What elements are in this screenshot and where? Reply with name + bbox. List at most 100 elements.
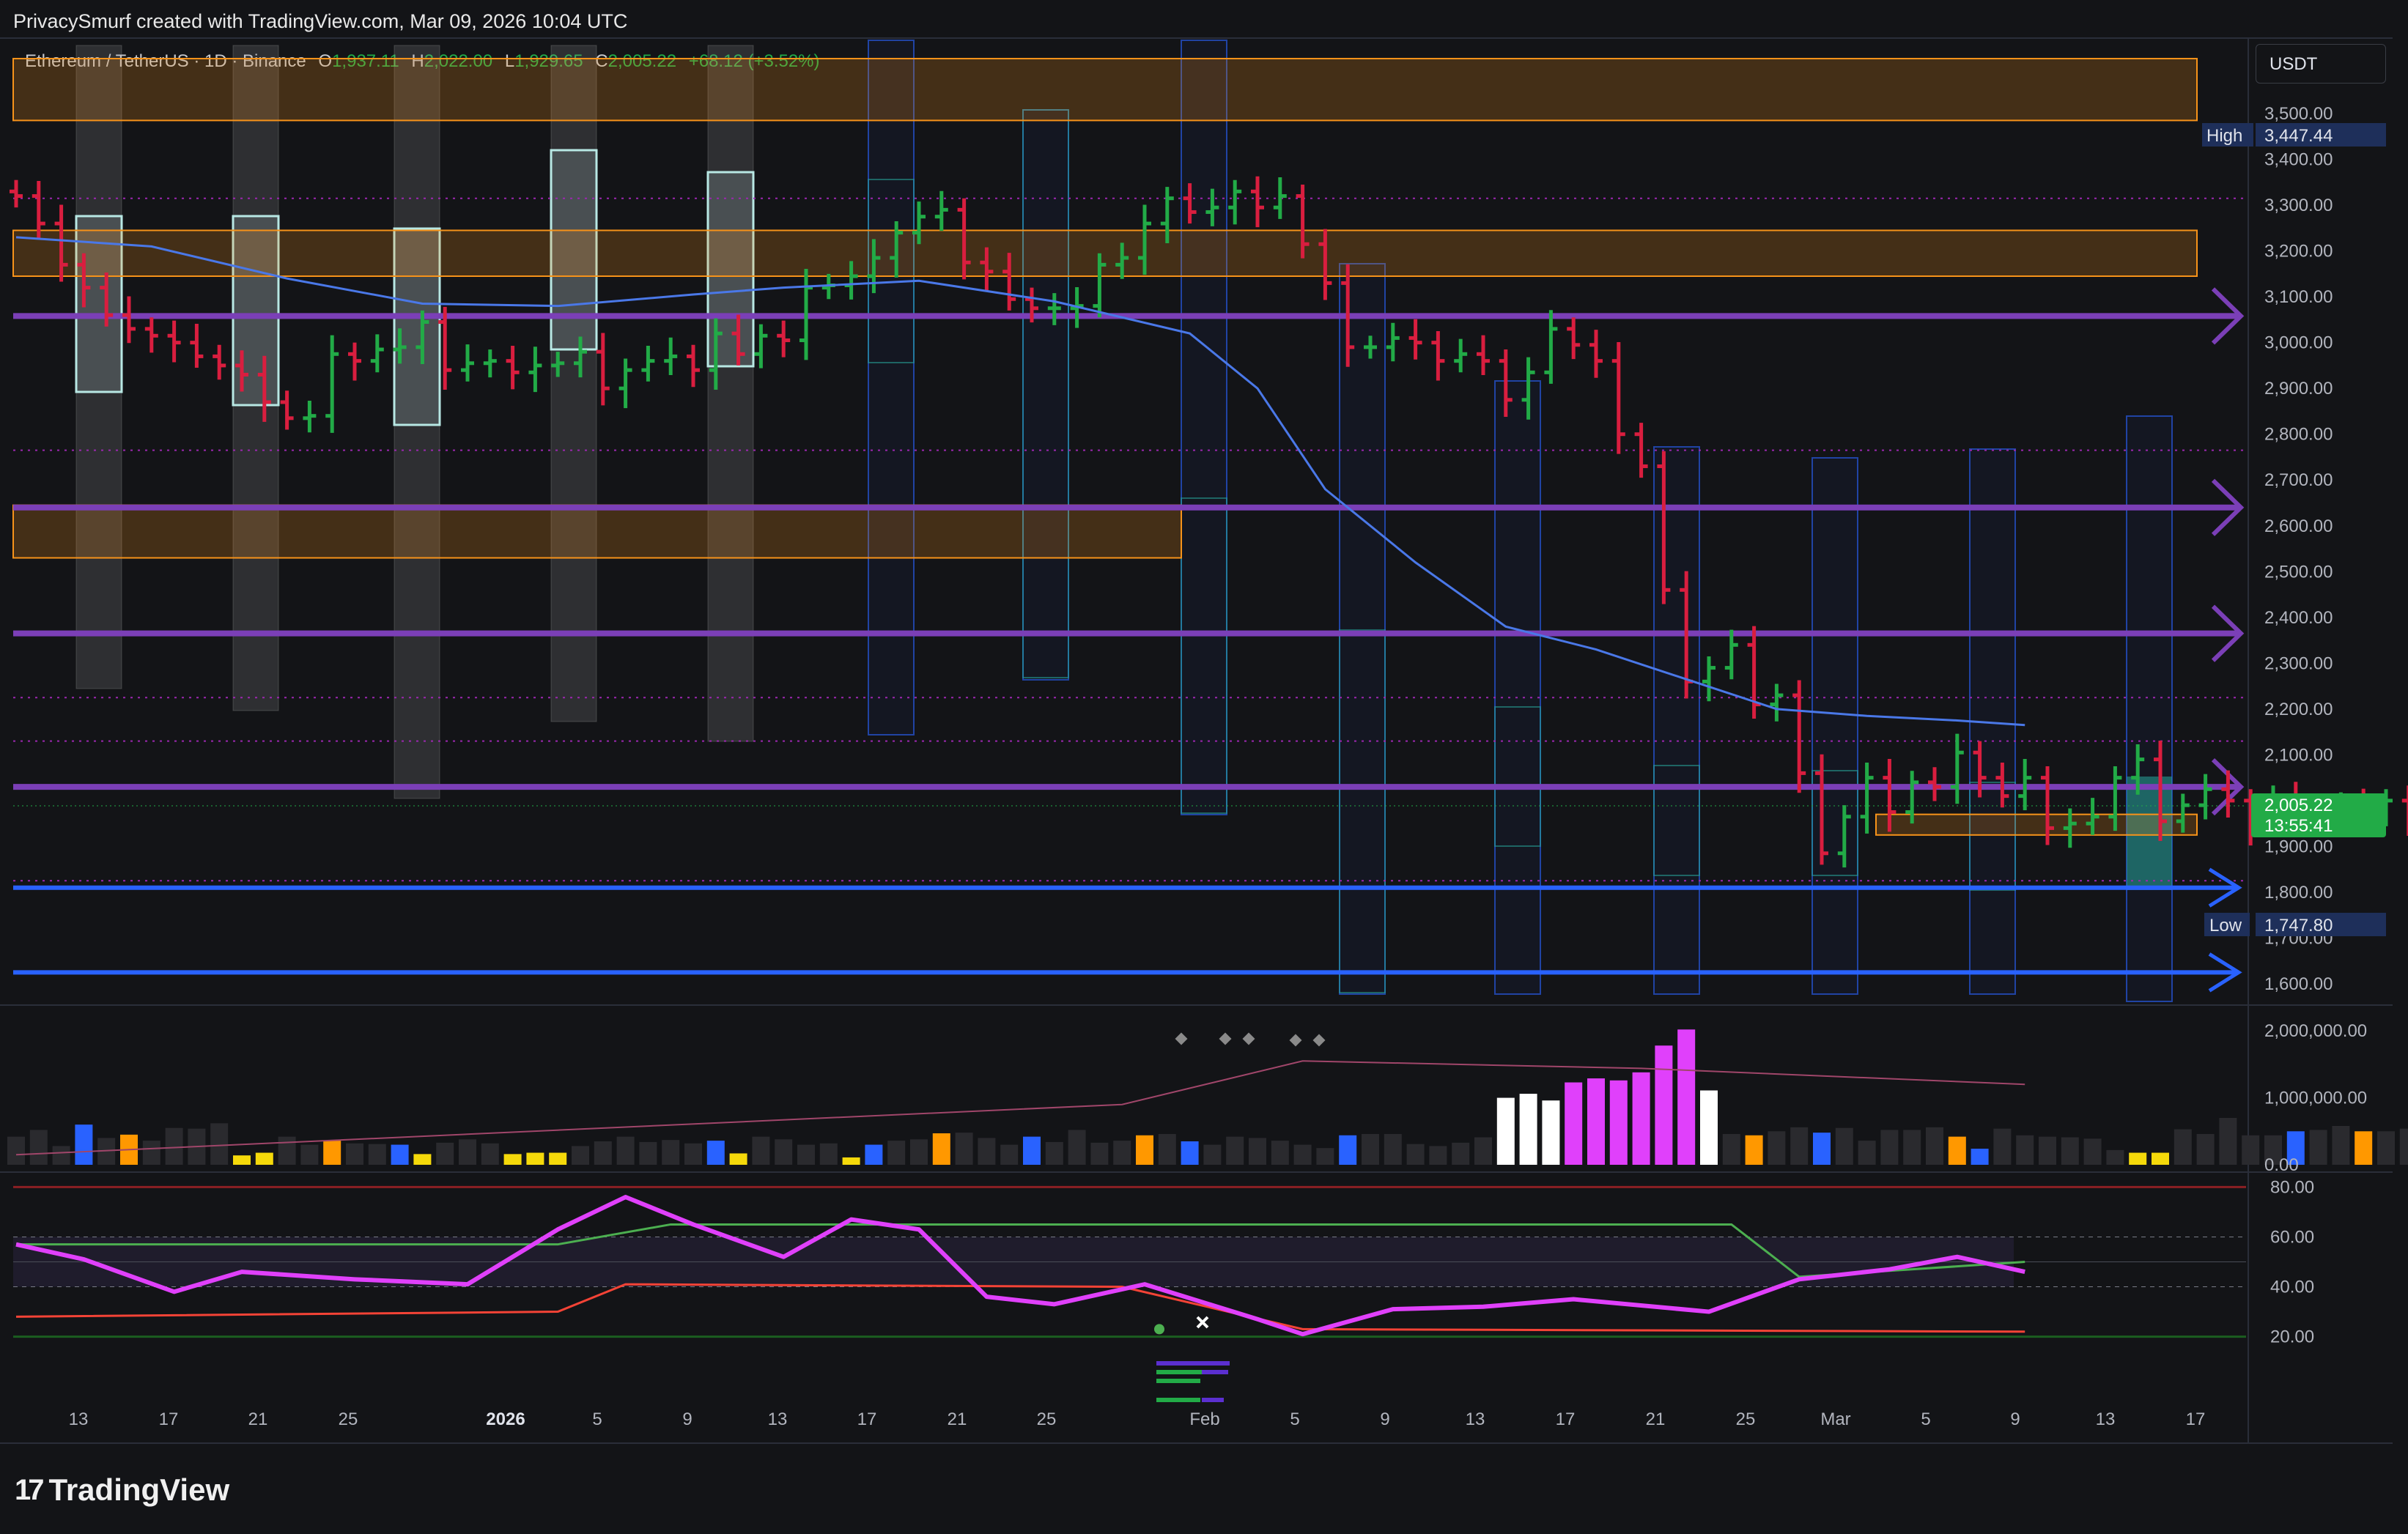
- volume-bar: [2039, 1136, 2056, 1165]
- volume-bar: [1474, 1137, 1492, 1165]
- volume-bar: [572, 1146, 589, 1165]
- volume-bar: [1293, 1144, 1312, 1165]
- price-axis-label: 2,500.00: [2264, 562, 2333, 582]
- volume-bar: [29, 1130, 48, 1165]
- time-axis-label: 17: [857, 1409, 877, 1429]
- currency-button[interactable]: USDT: [2256, 44, 2386, 84]
- volume-bar: [233, 1155, 251, 1165]
- time-axis-label: 21: [948, 1409, 967, 1429]
- high-label: High: [2206, 126, 2242, 146]
- time-window-column: [868, 40, 915, 735]
- price-axis-label: 2,200.00: [2264, 700, 2333, 719]
- volume-bar: [459, 1139, 476, 1165]
- volume-bar: [729, 1153, 747, 1165]
- volume-bar: [323, 1141, 341, 1165]
- symbol-name[interactable]: Ethereum / TetherUS · 1D · Binance: [25, 51, 306, 71]
- volume-bar: [2332, 1125, 2350, 1165]
- cross-signal-icon: [1196, 1316, 1209, 1329]
- volume-bar: [1835, 1127, 1853, 1165]
- volume-bar: [1926, 1127, 1943, 1165]
- volume-bar: [1948, 1136, 1966, 1165]
- volume-bar: [1903, 1130, 1921, 1165]
- low-label: Low: [2209, 916, 2242, 935]
- volume-bar: [1565, 1082, 1583, 1165]
- volume-bar: [2016, 1135, 2034, 1165]
- level-arrow-icon: [2211, 287, 2245, 345]
- supply-zone: [12, 58, 2198, 122]
- time-axis-label: 2026: [486, 1409, 525, 1429]
- volume-bar: [1384, 1133, 1402, 1165]
- volume-bar: [1000, 1144, 1019, 1165]
- time-highlight-column: [550, 45, 597, 722]
- rsi-axis-label: 20.00: [2270, 1327, 2314, 1347]
- volume-bar: [413, 1154, 432, 1165]
- volume-bar: [2196, 1133, 2215, 1165]
- volume-bar: [887, 1141, 906, 1165]
- level-arrow-icon: [2211, 604, 2245, 662]
- volume-bar: [2152, 1152, 2169, 1165]
- volume-bar: [210, 1123, 229, 1165]
- signal-bar: [1156, 1361, 1230, 1366]
- volume-bar: [842, 1157, 860, 1165]
- diamond-marker-icon: [1219, 1032, 1232, 1045]
- volume-bar: [549, 1152, 567, 1165]
- volume-bar: [1542, 1100, 1560, 1165]
- time-axis-label: 25: [339, 1409, 358, 1429]
- volume-bar: [75, 1124, 93, 1165]
- bar-countdown: 13:55:41: [2264, 816, 2333, 836]
- volume-bar: [391, 1144, 409, 1165]
- volume-bar: [2061, 1137, 2079, 1165]
- tradingview-logo-icon: 17: [15, 1473, 44, 1506]
- volume-bar: [775, 1139, 793, 1165]
- volume-bar: [1068, 1130, 1086, 1165]
- time-axis-label: 5: [592, 1409, 602, 1429]
- time-axis-label: 13: [2096, 1409, 2116, 1429]
- signal-bar: [1156, 1370, 1208, 1374]
- volume-bar: [662, 1140, 680, 1165]
- high-value-box: [2256, 123, 2386, 147]
- projection-box: [2127, 777, 2172, 890]
- volume-bar: [1406, 1144, 1425, 1165]
- volume-bar: [797, 1144, 815, 1165]
- time-axis-label: 9: [682, 1409, 692, 1429]
- volume-bar: [2083, 1138, 2102, 1165]
- volume-bar: [1519, 1094, 1537, 1165]
- rsi-upper-band: [16, 1223, 2025, 1278]
- time-axis-label: 17: [2186, 1409, 2206, 1429]
- tradingview-logo[interactable]: 17 TradingView: [15, 1472, 229, 1508]
- rsi-lower-band: [15, 1283, 2025, 1333]
- diamond-marker-icon: [1312, 1034, 1326, 1047]
- time-axis-label: 17: [159, 1409, 179, 1429]
- range-box: [868, 179, 915, 363]
- volume-bar: [1249, 1138, 1266, 1165]
- high-label-box: [2202, 123, 2253, 147]
- volume-bar: [955, 1133, 973, 1165]
- volume-bar: [1452, 1142, 1470, 1165]
- volume-bar: [481, 1143, 499, 1165]
- volume-axis-label: 2,000,000.00: [2264, 1021, 2367, 1041]
- time-axis-label: 21: [248, 1409, 268, 1429]
- level-arrow-icon: [2211, 478, 2245, 536]
- volume-bar: [300, 1144, 319, 1165]
- volume-bar: [1722, 1133, 1740, 1165]
- price-axis-label: 2,100.00: [2264, 745, 2333, 765]
- volume-bar: [1090, 1142, 1109, 1165]
- rsi-axis-label: 80.00: [2270, 1177, 2314, 1197]
- time-window-column: [1653, 446, 1700, 995]
- close-label: C: [595, 51, 607, 71]
- last-price-box: [2251, 793, 2386, 837]
- volume-bar: [503, 1154, 522, 1165]
- volume-bar: [865, 1144, 883, 1165]
- volume-bar: [1745, 1135, 1763, 1165]
- level-arrow-icon: [2208, 952, 2242, 993]
- signal-bar: [1202, 1370, 1228, 1374]
- diamond-marker-icon: [1289, 1034, 1302, 1047]
- volume-bar: [1993, 1128, 2012, 1165]
- moving-average-line: [15, 236, 2025, 727]
- time-window-column: [1339, 263, 1386, 995]
- time-axis-label: Feb: [1189, 1409, 1219, 1429]
- range-box: [1494, 706, 1541, 847]
- signal-bar: [1215, 1361, 1230, 1366]
- time-axis-label: 13: [69, 1409, 89, 1429]
